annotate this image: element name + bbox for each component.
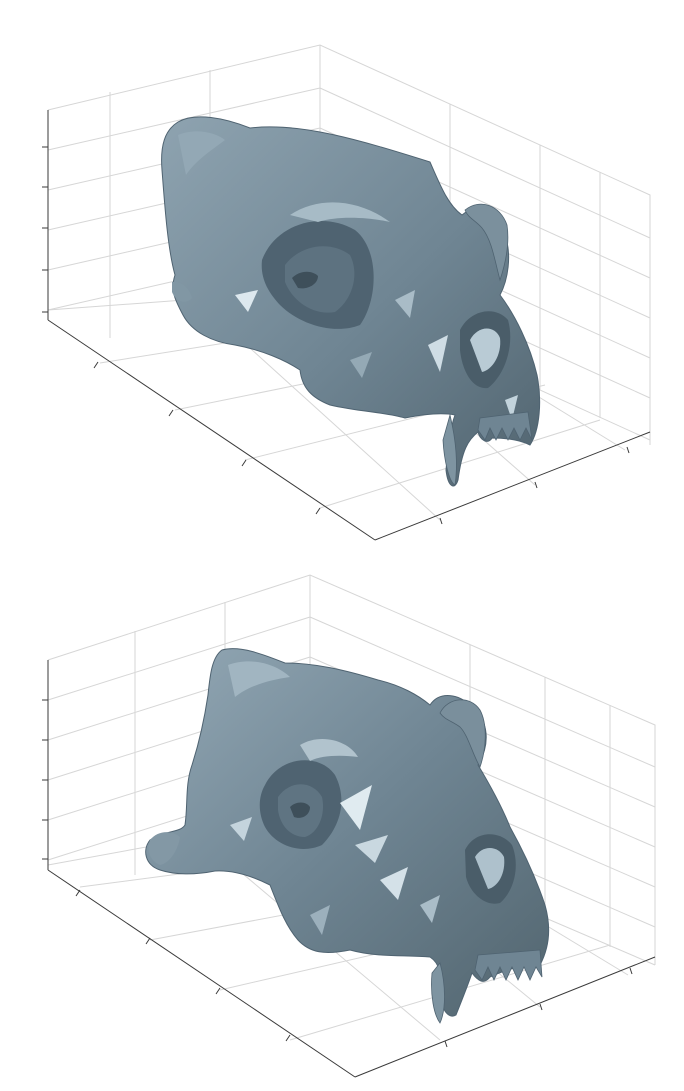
canine-tooth (442, 413, 457, 486)
3d-axes-top (42, 44, 651, 541)
axis-lines (47, 110, 651, 541)
3d-axes-bottom (42, 574, 656, 1078)
figure-panel-bottom (0, 545, 684, 1091)
axis-lines (47, 660, 656, 1078)
skull-mesh (145, 648, 550, 1024)
figure-panel-top (0, 0, 684, 545)
axis-ticks (42, 699, 633, 1048)
axis-ticks (42, 146, 630, 525)
canine-tooth (431, 962, 445, 1024)
skull-mesh (161, 116, 541, 487)
